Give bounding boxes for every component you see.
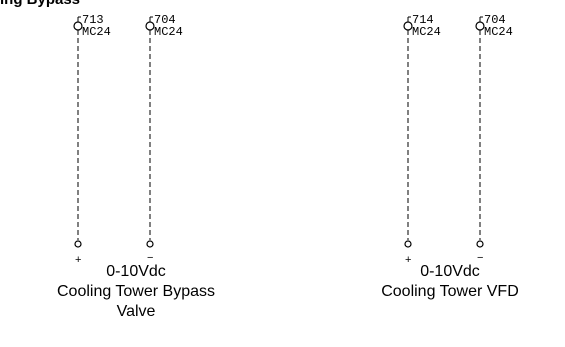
terminal-number: 704 — [484, 13, 506, 27]
terminal-code: MC24 — [484, 25, 513, 39]
terminal-group-2-b: 704 MC24 − — [475, 13, 513, 264]
polarity-label: + — [405, 254, 411, 266]
terminal-top-symbol — [475, 21, 485, 31]
terminal-bottom-symbol — [404, 240, 412, 248]
signal-range-label: 0-10Vdc — [420, 263, 480, 280]
terminal-top-symbol — [145, 21, 155, 31]
terminal-top-symbol — [403, 21, 413, 31]
terminal-number: 713 — [82, 13, 104, 27]
polarity-label: − — [147, 252, 153, 264]
terminal-code: MC24 — [154, 25, 183, 39]
terminal-number: 714 — [412, 13, 434, 27]
terminal-bottom-symbol — [74, 240, 82, 248]
polarity-label: + — [75, 254, 81, 266]
terminal-code: MC24 — [412, 25, 441, 39]
terminal-bottom-symbol — [476, 240, 484, 248]
terminal-bottom-symbol — [146, 240, 154, 248]
terminal-group-2-a: 714 MC24 + — [403, 13, 441, 266]
terminal-group-1-a: 713 MC24 + — [73, 13, 111, 266]
device-name-line: Valve — [116, 303, 156, 320]
device-name-line: Cooling Tower VFD — [381, 283, 519, 300]
signal-range-label: 0-10Vdc — [106, 263, 166, 280]
section-header: ing Bypass — [0, 0, 80, 8]
terminal-number: 704 — [154, 13, 176, 27]
terminal-code: MC24 — [82, 25, 111, 39]
device-name-line: Cooling Tower Bypass — [56, 283, 215, 300]
device-caption-bypass-valve: 0-10Vdc Cooling Tower Bypass Valve — [6, 262, 266, 322]
polarity-label: − — [477, 252, 483, 264]
device-caption-vfd: 0-10Vdc Cooling Tower VFD — [340, 262, 560, 302]
terminal-group-1-b: 704 MC24 − — [145, 13, 183, 264]
terminal-top-symbol — [73, 21, 83, 31]
